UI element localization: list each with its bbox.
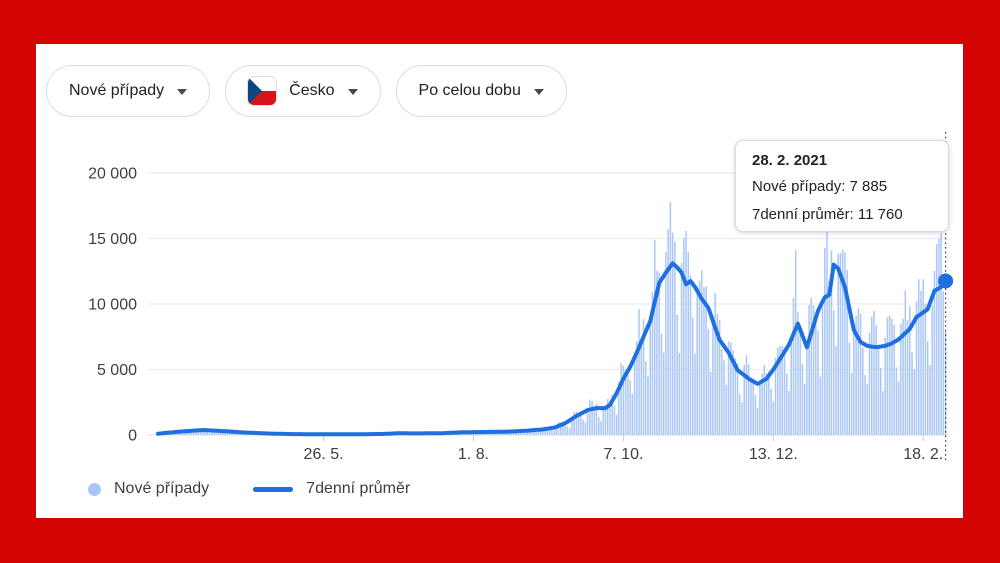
region-dropdown[interactable]: Česko: [225, 65, 381, 117]
tooltip-avg: 7denní průměr: 11 760: [752, 206, 903, 223]
svg-text:20 000: 20 000: [88, 166, 137, 183]
tooltip-new-cases: Nové případy: 7 885: [752, 178, 888, 195]
chart-legend: Nové případy 7denní průměr: [88, 476, 410, 502]
avg-swatch-icon: [253, 486, 294, 492]
svg-text:1. 8.: 1. 8.: [458, 446, 489, 463]
legend-item-avg[interactable]: 7denní průměr: [253, 480, 410, 498]
legend-item-new-cases[interactable]: Nové případy: [88, 480, 209, 498]
y-axis-labels: 0 5 000 10 000 15 000 20 000: [88, 166, 137, 445]
chevron-down-icon: [533, 89, 544, 95]
chart-tooltip: 28. 2. 2021 Nové případy: 7 885 7denní p…: [735, 140, 949, 232]
svg-text:15 000: 15 000: [88, 231, 137, 248]
svg-text:5 000: 5 000: [97, 362, 137, 379]
daily-bars: [157, 201, 947, 435]
region-dropdown-label: Česko: [289, 82, 335, 99]
svg-text:13. 12.: 13. 12.: [749, 446, 798, 463]
range-dropdown[interactable]: Po celou dobu: [395, 65, 567, 117]
metric-dropdown-label: Nové případy: [69, 82, 165, 99]
svg-text:0: 0: [128, 428, 137, 445]
legend-label-avg: 7denní průměr: [306, 480, 411, 497]
range-dropdown-label: Po celou dobu: [418, 82, 521, 99]
tooltip-date: 28. 2. 2021: [752, 152, 828, 169]
new-cases-swatch-icon: [88, 482, 101, 496]
chart-card: Nové případy Česko Po celou dobu 0 5 000 1…: [36, 44, 963, 518]
svg-text:10 000: 10 000: [88, 297, 137, 314]
chart-svg: 0 5 000 10 000 15 000 20 000 26. 5. 1. 8. 7. 10…: [88, 132, 954, 463]
cases-chart[interactable]: 0 5 000 10 000 15 000 20 000 26. 5. 1. 8. 7. 10…: [36, 128, 963, 518]
legend-label-new-cases: Nové případy: [114, 480, 210, 497]
svg-text:7. 10.: 7. 10.: [603, 446, 643, 463]
avg-line: [156, 261, 948, 437]
filter-pills: Nové případy Česko Po celou dobu: [46, 65, 567, 117]
x-axis-labels: 26. 5. 1. 8. 7. 10. 13. 12. 18. 2.: [304, 435, 943, 463]
svg-text:26. 5.: 26. 5.: [304, 446, 344, 463]
highlight-marker: [938, 273, 954, 289]
czech-flag-icon: [248, 77, 277, 105]
metric-dropdown[interactable]: Nové případy: [46, 65, 211, 117]
svg-text:18. 2.: 18. 2.: [903, 446, 943, 463]
chevron-down-icon: [177, 89, 188, 95]
chevron-down-icon: [347, 89, 358, 95]
